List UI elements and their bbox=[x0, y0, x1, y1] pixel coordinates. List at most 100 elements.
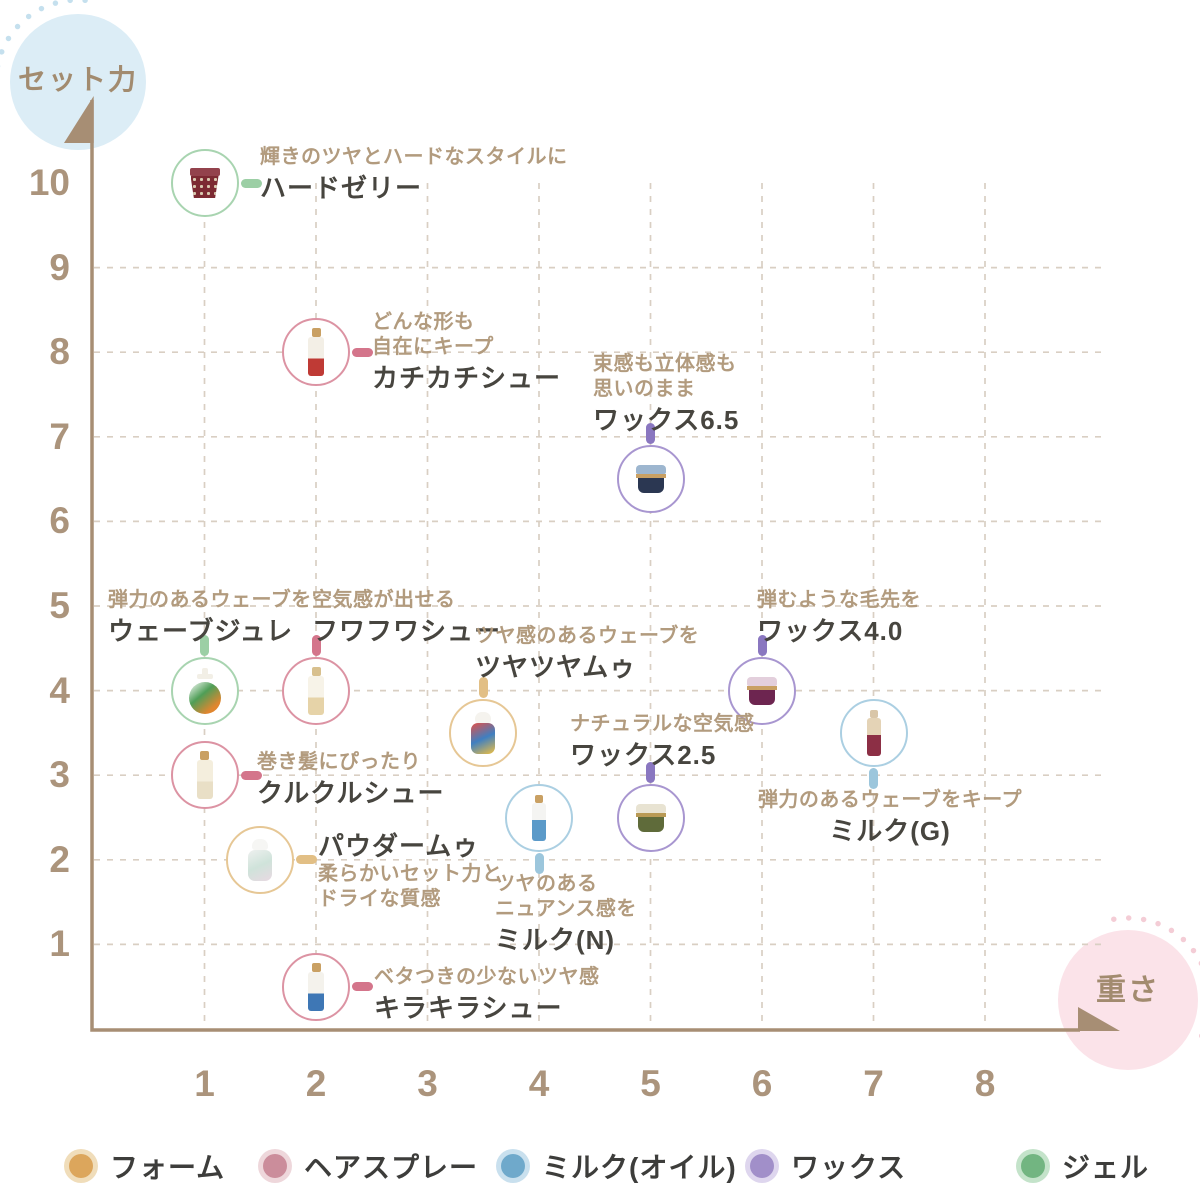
product-marker bbox=[449, 698, 518, 767]
product-description: 弾力のあるウェーブを bbox=[108, 589, 312, 611]
y-tick-label: 6 bbox=[49, 500, 70, 542]
product-marker bbox=[282, 952, 350, 1021]
y-tick-label: 3 bbox=[49, 754, 70, 796]
spray-product-icon bbox=[308, 666, 324, 715]
product-marker bbox=[616, 445, 685, 514]
product-marker bbox=[226, 825, 295, 894]
milk-legend-dot bbox=[496, 1149, 530, 1183]
foam-product-icon bbox=[248, 838, 273, 881]
x-axis-title-bubble: 重さ bbox=[1058, 930, 1198, 1070]
product-name: フワフワシュー bbox=[312, 616, 502, 646]
y-tick-label: 5 bbox=[49, 585, 70, 626]
product-label: ナチュラルな空気感 ワックス2.5 bbox=[570, 712, 755, 771]
slim-product-icon bbox=[532, 794, 546, 841]
product-description: 輝きのツヤとハードなスタイルに bbox=[260, 146, 568, 168]
legend: フォーム ヘアスプレー ミルク(オイル) ワックス ジェル bbox=[0, 1128, 1200, 1200]
x-tick-label: 4 bbox=[528, 1063, 550, 1104]
product-label: ツヤ感のあるウェーブをツヤツヤムゥ bbox=[475, 624, 699, 683]
jar-product-icon bbox=[634, 803, 668, 832]
product-marker bbox=[170, 741, 239, 810]
product-label: 束感も立体感も 思いのまま ワックス6.5 bbox=[593, 352, 739, 436]
legend-item-foam: フォーム bbox=[64, 1146, 225, 1186]
gel-legend-dot bbox=[1016, 1149, 1050, 1183]
spray-product-icon bbox=[196, 751, 213, 800]
y-axis-title: セット力 bbox=[17, 64, 138, 95]
product-label: ベタつきの少ないツヤ感キラキラシュー bbox=[374, 965, 600, 1024]
product-name: ハードゼリー bbox=[260, 173, 423, 203]
jar-product-icon bbox=[634, 465, 668, 494]
x-tick-label: 1 bbox=[194, 1063, 215, 1104]
product-marker bbox=[616, 783, 685, 852]
y-tick-label: 4 bbox=[49, 669, 70, 711]
legend-item-milk: ミルク(オイル) bbox=[496, 1146, 737, 1186]
product-name: ウェーブジュレ bbox=[108, 616, 294, 646]
legend-label: ワックス bbox=[791, 1152, 907, 1183]
product-marker bbox=[282, 318, 350, 387]
product-description: どんな形も bbox=[372, 311, 475, 333]
spray-product-icon bbox=[308, 328, 324, 377]
product-label: 空気感が出せるフワフワシュー bbox=[312, 588, 501, 647]
tub-product-icon bbox=[189, 168, 220, 198]
legend-label: フォーム bbox=[110, 1152, 226, 1183]
product-label: 輝きのツヤとハードなスタイルにハードゼリー bbox=[260, 145, 568, 204]
legend-item-wax: ワックス bbox=[745, 1146, 906, 1186]
wax-legend-dot bbox=[745, 1149, 779, 1183]
product-marker bbox=[282, 656, 350, 725]
spray-product-icon bbox=[308, 962, 324, 1011]
label-connector-tick bbox=[352, 347, 373, 357]
product-description: ニュアンス感を bbox=[495, 898, 637, 920]
product-label: 弾むような毛先をワックス4.0 bbox=[757, 588, 921, 647]
label-connector-tick bbox=[296, 855, 318, 865]
product-description: 束感も立体感も bbox=[593, 353, 737, 375]
product-description: 弾むような毛先を bbox=[757, 589, 921, 611]
label-connector-tick bbox=[534, 852, 544, 874]
jar-product-icon bbox=[745, 676, 779, 705]
y-tick-label: 7 bbox=[49, 415, 70, 457]
product-marker bbox=[170, 149, 239, 217]
product-description: ベタつきの少ないツヤ感 bbox=[374, 966, 600, 988]
foam-legend-dot bbox=[64, 1149, 98, 1183]
product-marker bbox=[170, 656, 239, 725]
product-label: 巻き髪にぴったり クルクルシュー bbox=[257, 750, 444, 809]
x-tick-label: 7 bbox=[863, 1063, 884, 1104]
product-name: ワックス2.5 bbox=[570, 740, 717, 770]
product-marker bbox=[505, 783, 573, 852]
product-name: ツヤツヤムゥ bbox=[475, 652, 637, 682]
y-axis-title-bubble: セット力 bbox=[10, 14, 146, 150]
product-marker bbox=[839, 698, 908, 767]
foam-product-icon bbox=[471, 711, 496, 754]
product-description: 弾力のあるウェーブをキープ bbox=[757, 789, 1023, 811]
label-connector-tick bbox=[352, 982, 373, 992]
product-name: クルクルシュー bbox=[257, 778, 445, 808]
legend-label: ミルク(オイル) bbox=[542, 1152, 737, 1183]
product-label: どんな形も 自在にキープ カチカチシュー bbox=[372, 310, 561, 394]
label-connector-tick bbox=[240, 178, 262, 188]
pump-product-icon bbox=[188, 667, 221, 714]
product-name: カチカチシュー bbox=[372, 363, 562, 393]
product-label: 弾力のあるウェーブをウェーブジュレ bbox=[108, 588, 312, 647]
legend-item-spray: ヘアスプレー bbox=[258, 1146, 478, 1186]
x-tick-label: 6 bbox=[751, 1063, 773, 1104]
product-description: 柔らかいセット力と bbox=[318, 863, 503, 885]
label-connector-tick bbox=[869, 767, 878, 789]
product-name: ミルク(N) bbox=[495, 925, 616, 955]
product-description: 空気感が出せる bbox=[312, 589, 456, 611]
product-description: ツヤのある bbox=[495, 873, 598, 895]
legend-label: ヘアスプレー bbox=[304, 1152, 479, 1183]
y-tick-label: 10 bbox=[28, 162, 70, 203]
product-name: ワックス4.0 bbox=[757, 616, 904, 646]
legend-label: ジェル bbox=[1062, 1152, 1150, 1183]
product-label: 弾力のあるウェーブをキープミルク(G) bbox=[750, 788, 1030, 847]
x-tick-label: 3 bbox=[417, 1063, 438, 1104]
product-description: 思いのまま bbox=[593, 378, 696, 400]
product-name: キラキラシュー bbox=[374, 993, 563, 1023]
y-tick-label: 2 bbox=[49, 838, 70, 880]
y-tick-label: 9 bbox=[49, 246, 70, 288]
x-tick-label: 2 bbox=[305, 1063, 327, 1104]
product-description: ツヤ感のあるウェーブを bbox=[475, 625, 700, 647]
slim-product-icon bbox=[866, 709, 881, 756]
product-name: ミルク(G) bbox=[829, 816, 951, 846]
product-description: ドライな質感 bbox=[318, 888, 441, 910]
product-label: パウダームゥ 柔らかいセット力と ドライな質感 bbox=[318, 830, 503, 912]
